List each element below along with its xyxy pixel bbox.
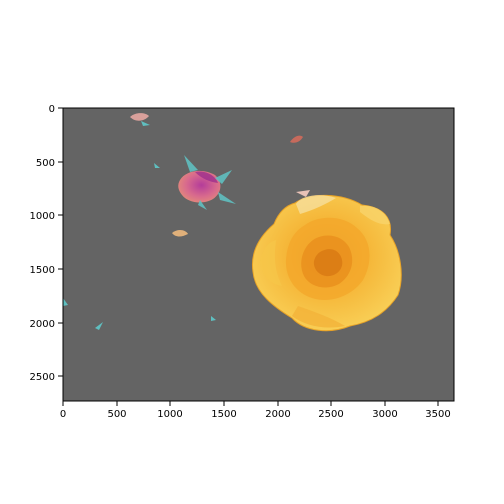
x-axis: 0 500 1000 1500 2000 2500 3000 3500: [60, 401, 451, 420]
x-tick-label: 3500: [425, 409, 450, 420]
y-tick-label: 2000: [30, 319, 55, 330]
rose-flower: [251, 194, 402, 332]
rose-bud: [178, 155, 236, 210]
image-area: [63, 108, 454, 401]
y-tick-label: 1000: [30, 211, 55, 222]
y-tick-label: 500: [36, 158, 55, 169]
y-axis: 0 500 1000 1500 2000 2500: [30, 104, 63, 383]
y-tick-label: 0: [49, 104, 55, 115]
y-tick-label: 1500: [30, 265, 55, 276]
x-tick-label: 2000: [265, 409, 290, 420]
x-tick-label: 3000: [372, 409, 397, 420]
x-tick-label: 1000: [157, 409, 182, 420]
plot-frame: [62, 107, 455, 402]
x-tick-label: 0: [60, 409, 66, 420]
y-tick-label: 2500: [30, 372, 55, 383]
x-tick-label: 1500: [211, 409, 236, 420]
x-tick-label: 500: [107, 409, 126, 420]
petal-fragments: [63, 113, 310, 330]
x-tick-label: 2500: [318, 409, 343, 420]
